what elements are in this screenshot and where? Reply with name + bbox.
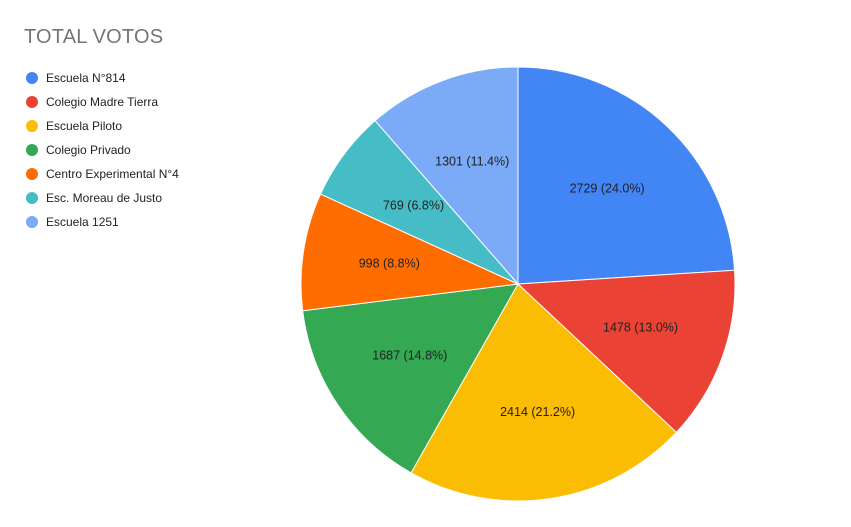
legend-label: Centro Experimental N°4 — [46, 167, 179, 181]
legend-swatch — [26, 144, 38, 156]
pie-slice — [302, 283, 519, 474]
legend-label: Escuela N°814 — [46, 71, 126, 85]
legend-label: Colegio Privado — [46, 143, 131, 157]
legend-swatch — [26, 216, 38, 228]
legend-item: Colegio Madre Tierra — [26, 90, 179, 114]
legend-label: Colegio Madre Tierra — [46, 95, 159, 109]
legend-label: Escuela 1251 — [46, 215, 119, 229]
legend-item: Escuela Piloto — [26, 114, 179, 138]
legend-item: Esc. Moreau de Justo — [26, 186, 179, 210]
legend-item: Escuela N°814 — [26, 66, 179, 90]
pie-slice — [300, 193, 520, 312]
pie-slice — [517, 66, 736, 285]
slice-data-label: 769 (6.8%) — [383, 199, 444, 213]
legend-item: Centro Experimental N°4 — [26, 162, 179, 186]
pie-slice — [410, 283, 678, 502]
legend: Escuela N°814 Colegio Madre Tierra Escuela… — [26, 66, 179, 234]
slice-data-label: 1687 (14.8%) — [372, 349, 447, 363]
pie-slice — [374, 66, 519, 286]
slice-data-label: 1301 (11.4%) — [435, 154, 509, 168]
legend-swatch — [26, 192, 38, 204]
slice-data-label: 2414 (21.2%) — [500, 405, 575, 419]
legend-label: Escuela Piloto — [46, 119, 123, 133]
pie-slice — [516, 269, 736, 434]
slice-data-label: 2729 (24.0%) — [570, 181, 645, 195]
legend-swatch — [26, 72, 38, 84]
legend-swatch — [26, 120, 38, 132]
legend-swatch — [26, 168, 38, 180]
slice-data-label: 998 (8.8%) — [359, 257, 420, 271]
legend-item: Escuela 1251 — [26, 210, 179, 234]
legend-swatch — [26, 96, 38, 108]
chart-title: TOTAL VOTOS — [24, 26, 164, 48]
slice-data-label: 1478 (13.0%) — [603, 320, 678, 334]
legend-item: Colegio Privado — [26, 138, 179, 162]
legend-label: Esc. Moreau de Justo — [46, 191, 163, 205]
